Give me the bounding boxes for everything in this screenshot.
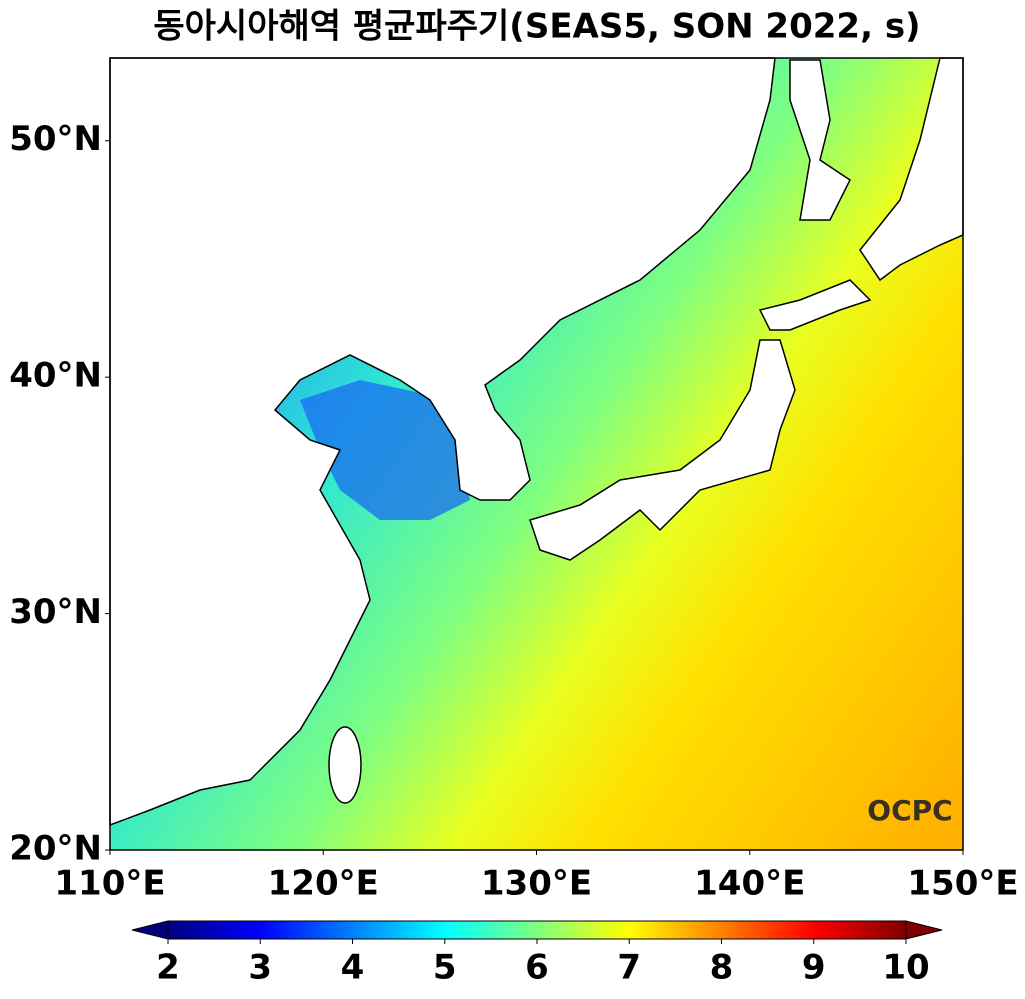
- colorbar-tick-label: 6: [525, 948, 549, 988]
- yellow-sea: [300, 380, 470, 520]
- x-tick-label: 150°E: [907, 864, 1018, 904]
- colorbar-over: [905, 920, 943, 940]
- colorbar-tick-label: 8: [710, 948, 734, 988]
- colorbar-tick-label: 4: [341, 948, 365, 988]
- colorbar-tick-label: 2: [156, 948, 180, 988]
- colorbar-bar: [167, 920, 907, 940]
- x-tick-label: 110°E: [54, 864, 165, 904]
- colorbar-tick-label: 9: [802, 948, 826, 988]
- y-tick-label: 50°N: [9, 119, 102, 159]
- x-tick-label: 130°E: [481, 864, 592, 904]
- colorbar-tick-label: 7: [617, 948, 641, 988]
- x-tick-label: 140°E: [694, 864, 805, 904]
- colorbar-tick-label: 3: [248, 948, 272, 988]
- colorbar-tick-label: 5: [433, 948, 457, 988]
- colorbar: 2 3 4 5 6 7 8 9 10: [131, 920, 943, 988]
- y-tick-label: 30°N: [9, 592, 102, 632]
- colorbar-tick-label: 10: [882, 948, 929, 988]
- map-title: 동아시아해역 평균파주기(SEAS5, SON 2022, s): [153, 7, 920, 47]
- logo: OCPC: [867, 794, 952, 827]
- x-tick-label: 120°E: [268, 864, 379, 904]
- land: [109, 57, 964, 827]
- colorbar-under: [131, 920, 169, 940]
- map-field: [109, 57, 964, 851]
- y-tick-label: 20°N: [9, 829, 102, 869]
- y-tick-label: 40°N: [9, 356, 102, 396]
